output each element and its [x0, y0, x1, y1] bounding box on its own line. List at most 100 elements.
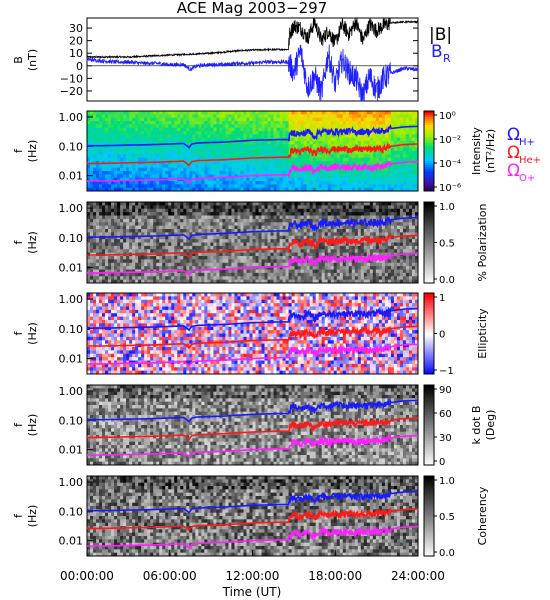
pixel	[243, 124, 247, 129]
pixel	[342, 225, 347, 230]
pixel	[351, 181, 356, 185]
pixel	[285, 141, 290, 145]
pixel	[117, 124, 121, 129]
pixel	[120, 127, 124, 132]
pixel	[126, 205, 130, 210]
pixel	[360, 276, 365, 281]
pixel	[372, 187, 377, 192]
pixel	[240, 141, 244, 145]
pixel	[144, 144, 148, 149]
pixel	[306, 114, 311, 119]
pixel	[93, 157, 97, 162]
pixel	[219, 124, 223, 129]
pixel	[162, 181, 166, 185]
pixel	[327, 121, 332, 125]
pixel	[282, 114, 286, 119]
pixel	[345, 229, 350, 233]
pixel	[174, 124, 178, 129]
pixel	[363, 154, 368, 159]
pixel	[162, 266, 166, 270]
pixel	[348, 137, 353, 142]
pixel	[177, 117, 181, 122]
pixel	[123, 262, 127, 267]
pixel	[177, 229, 181, 233]
pixel	[177, 262, 181, 267]
pixel	[141, 171, 145, 175]
pixel	[90, 242, 94, 247]
pixel	[120, 151, 124, 155]
pixel	[144, 114, 148, 119]
pixel	[303, 229, 308, 233]
pixel	[282, 215, 286, 220]
pixel	[219, 208, 223, 213]
pixel	[243, 259, 247, 264]
pixel	[249, 167, 253, 172]
pixel	[120, 279, 124, 284]
pixel	[393, 184, 398, 189]
pixel	[321, 117, 326, 122]
pixel	[252, 218, 256, 223]
pixel	[159, 127, 163, 132]
pixel	[384, 177, 389, 182]
pixel	[321, 215, 326, 220]
pixel	[120, 232, 124, 237]
pixel	[357, 111, 362, 115]
pixel	[351, 205, 356, 210]
pixel	[99, 276, 103, 281]
pixel	[132, 171, 136, 175]
pixel	[393, 131, 398, 135]
pixel	[252, 259, 256, 264]
pixel	[153, 164, 157, 169]
pixel	[138, 164, 142, 169]
pixel	[336, 279, 341, 284]
pixel	[195, 272, 199, 277]
pixel	[336, 174, 341, 179]
pixel	[129, 177, 133, 182]
pixel	[318, 279, 323, 284]
pixel	[108, 184, 112, 189]
pixel	[120, 276, 124, 281]
pixel	[327, 279, 332, 284]
pixel	[195, 208, 199, 213]
pixel	[225, 245, 229, 250]
pixel	[204, 208, 208, 213]
pixel	[342, 121, 347, 125]
pixel	[96, 212, 100, 216]
pixel	[291, 117, 296, 122]
pixel	[282, 269, 286, 274]
pixel	[294, 262, 299, 267]
pixel	[291, 256, 296, 260]
pixel	[333, 249, 338, 254]
pixel	[96, 276, 100, 281]
pixel	[102, 117, 106, 122]
pixel	[93, 154, 97, 159]
pixel	[276, 279, 280, 284]
pixel	[249, 137, 253, 142]
pixel	[390, 131, 395, 135]
pixel	[147, 171, 151, 175]
pixel	[105, 279, 109, 284]
pixel	[342, 205, 347, 210]
pixel	[291, 124, 296, 129]
pixel	[384, 137, 389, 142]
pixel	[270, 276, 274, 281]
pixel	[228, 181, 232, 185]
pixel	[165, 124, 169, 129]
pixel	[282, 177, 286, 182]
pixel	[282, 262, 286, 267]
pixel	[309, 171, 314, 175]
pixel	[309, 276, 314, 281]
pixel	[306, 177, 311, 182]
pixel	[183, 154, 187, 159]
pixel	[111, 215, 115, 220]
pixel	[387, 147, 392, 152]
pixel	[324, 232, 329, 237]
pixel	[258, 208, 262, 213]
pixel	[222, 272, 226, 277]
pixel	[312, 269, 317, 274]
pixel	[180, 171, 184, 175]
pixel	[276, 202, 280, 206]
pixel	[207, 272, 211, 277]
pixel	[261, 161, 265, 165]
pixel	[246, 239, 250, 243]
